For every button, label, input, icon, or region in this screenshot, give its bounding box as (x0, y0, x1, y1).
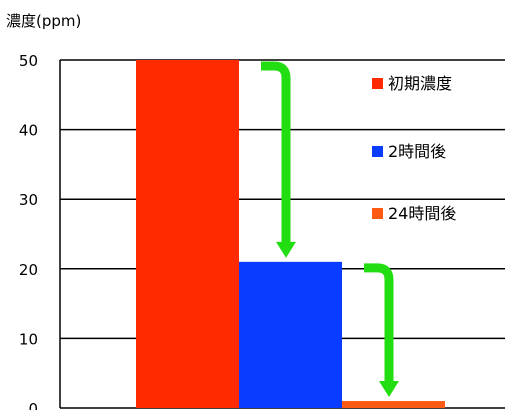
bar (342, 401, 445, 408)
bar (239, 261, 342, 408)
arrow-line (261, 61, 291, 244)
bars (136, 60, 445, 408)
legend-swatch (372, 146, 383, 157)
y-tick-label: 40 (19, 122, 38, 140)
legend-label: 2時間後 (388, 142, 446, 161)
legend-swatch (372, 78, 383, 89)
legend-label: 24時間後 (388, 204, 456, 223)
legend-swatch (372, 208, 383, 219)
bar (136, 60, 239, 408)
y-tick-label: 50 (19, 52, 38, 70)
legend-label: 初期濃度 (388, 74, 452, 93)
y-ticks: 0 10 20 30 40 50 (19, 52, 38, 410)
y-tick-label: 20 (19, 261, 38, 279)
legend: 初期濃度 2時間後 24時間後 (372, 74, 456, 223)
arrow-head (379, 381, 399, 398)
arrow-head (276, 241, 296, 258)
y-tick-label: 30 (19, 191, 38, 209)
y-tick-label: 10 (19, 330, 38, 348)
y-axis-title: 濃度(ppm) (6, 12, 81, 30)
arrow-line (364, 263, 394, 384)
y-tick-label: 0 (28, 400, 38, 410)
arrows (261, 61, 399, 398)
